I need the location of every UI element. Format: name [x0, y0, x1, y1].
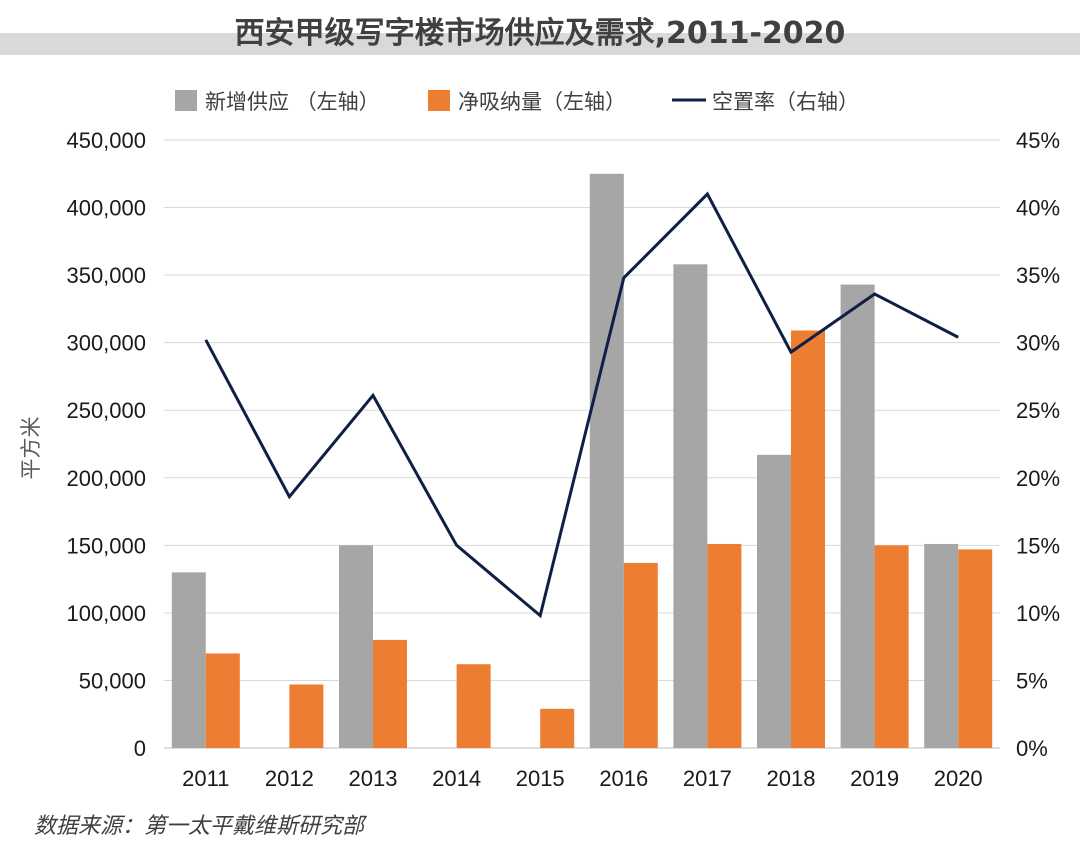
chart-title: 西安甲级写字楼市场供应及需求,2011-2020	[234, 16, 846, 51]
left-tick-label: 50,000	[79, 668, 146, 693]
right-tick-label: 10%	[1016, 601, 1060, 626]
legend-label-absorption: 净吸纳量（左轴）	[458, 90, 626, 114]
legend: 新增供应 （左轴） 净吸纳量（左轴） 空置率（右轴）	[175, 90, 859, 114]
right-tick-label: 0%	[1016, 736, 1048, 761]
x-axis-ticks: 2011 2012 2013 2014 2015 2016 2017 2018 2019 2020	[182, 766, 983, 791]
left-axis-ticks: 0 50,000 100,000 150,000 200,000 250,000 300,0…	[66, 128, 146, 761]
vacancy-line-path	[204, 191, 959, 619]
title-band	[0, 33, 1080, 55]
absorption-bar	[540, 708, 575, 748]
right-tick-label: 35%	[1016, 263, 1060, 288]
right-tick-label: 45%	[1016, 128, 1060, 153]
right-tick-label: 25%	[1016, 398, 1060, 423]
absorption-bar	[791, 330, 825, 748]
absorption-bar	[373, 639, 407, 748]
absorption-bar	[289, 684, 324, 748]
right-tick-label: 15%	[1016, 533, 1060, 558]
legend-swatch-supply	[175, 90, 197, 111]
left-tick-label: 150,000	[66, 533, 146, 558]
x-tick-label: 2018	[767, 766, 816, 791]
right-tick-label: 5%	[1016, 668, 1048, 693]
x-tick-label: 2014	[432, 766, 481, 791]
left-tick-label: 200,000	[66, 466, 146, 491]
left-tick-label: 250,000	[66, 398, 146, 423]
left-tick-label: 100,000	[66, 601, 146, 626]
supply-bar	[171, 572, 206, 748]
bars	[171, 173, 993, 748]
legend-label-supply: 新增供应 （左轴）	[205, 90, 380, 114]
supply-bar	[589, 173, 624, 748]
supply-bar	[339, 545, 373, 748]
left-tick-label: 450,000	[66, 128, 146, 153]
left-tick-label: 350,000	[66, 263, 146, 288]
absorption-bar	[958, 549, 993, 748]
x-tick-label: 2016	[599, 766, 648, 791]
x-tick-label: 2020	[934, 766, 983, 791]
left-tick-label: 400,000	[66, 196, 146, 221]
right-tick-label: 40%	[1016, 196, 1060, 221]
left-tick-label: 0	[134, 736, 146, 761]
legend-swatch-absorption	[428, 90, 450, 111]
absorption-bar	[456, 664, 491, 748]
absorption-bar	[623, 562, 658, 748]
absorption-bar	[707, 543, 742, 748]
absorption-bar	[205, 653, 240, 748]
supply-bar	[673, 264, 708, 748]
x-tick-label: 2019	[850, 766, 899, 791]
right-tick-label: 30%	[1016, 331, 1060, 356]
supply-bar	[757, 454, 791, 748]
absorption-bar	[874, 545, 909, 748]
x-tick-label: 2013	[349, 766, 398, 791]
source-note: 数据来源：第一太平戴维斯研究部	[34, 814, 365, 839]
x-tick-label: 2011	[182, 766, 229, 791]
y-axis-label: 平方米	[19, 417, 43, 480]
x-tick-label: 2015	[516, 766, 565, 791]
right-tick-label: 20%	[1016, 466, 1060, 491]
legend-label-vacancy: 空置率（右轴）	[712, 90, 859, 114]
right-axis-ticks: 0% 5% 10% 15% 20% 25% 30% 35% 40% 45%	[1016, 128, 1060, 761]
supply-bar	[840, 284, 875, 748]
left-tick-label: 300,000	[66, 331, 146, 356]
vacancy-line	[204, 191, 959, 619]
x-tick-label: 2012	[265, 766, 314, 791]
x-tick-label: 2017	[683, 766, 732, 791]
supply-bar	[924, 543, 959, 748]
